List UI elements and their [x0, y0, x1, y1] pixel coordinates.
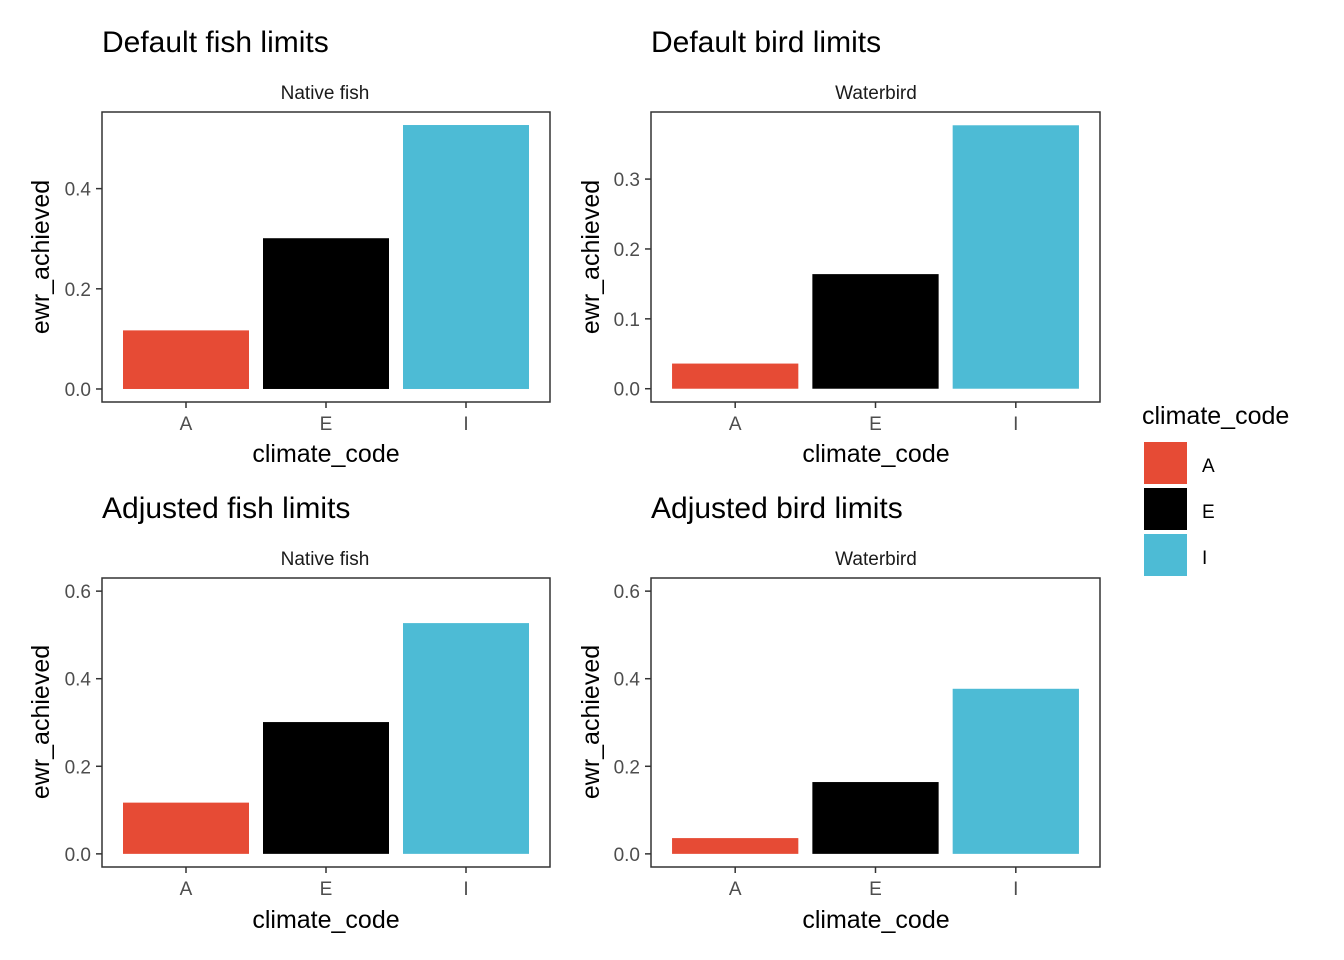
x-tick-label: I: [463, 879, 468, 900]
y-tick-label: 0.0: [65, 380, 91, 401]
panel-default-bird: Default bird limits Waterbird 0.00.10.20…: [577, 26, 1101, 468]
y-axis-label: ewr_achieved: [27, 645, 55, 799]
x-tick-label: A: [729, 414, 742, 435]
facet-strip-label: Native fish: [281, 83, 370, 104]
bar-i: [952, 125, 1079, 389]
panel-default-fish: Default fish limits Native fish 0.00.20.…: [27, 26, 551, 468]
y-tick-label: 0.2: [65, 280, 91, 301]
facet-strip-label: Native fish: [281, 549, 370, 570]
x-tick-label: E: [869, 414, 882, 435]
y-tick-label: 0.1: [614, 310, 640, 331]
panel-title: Adjusted bird limits: [651, 492, 903, 525]
plot-area: 0.0 0.2 0.4 A E I: [65, 111, 551, 435]
y-axis-label: ewr_achieved: [577, 645, 605, 799]
x-tick-label: I: [1013, 879, 1018, 900]
y-tick-label: 0.6: [614, 582, 640, 603]
panel-title: Adjusted fish limits: [102, 492, 350, 525]
legend-label-i: I: [1202, 548, 1207, 569]
x-tick-label: E: [320, 879, 333, 900]
panel-adjusted-fish: Adjusted fish limits Native fish 0.00.20…: [27, 492, 551, 934]
legend-title: climate_code: [1142, 402, 1289, 430]
facet-strip-label: Waterbird: [835, 549, 917, 570]
bar-a: [672, 838, 799, 854]
x-axis-label: climate_code: [252, 906, 399, 934]
plot-area: 0.0 0.2 0.4 0.6 A E I: [65, 577, 551, 900]
plot-area: 0.0 0.1 0.2 0.3 A E I: [614, 111, 1101, 435]
x-tick-label: E: [320, 414, 333, 435]
x-tick-label: E: [869, 879, 882, 900]
panel-title: Default bird limits: [651, 26, 881, 59]
y-tick-label: 0.3: [614, 170, 640, 191]
panel-adjusted-bird: Adjusted bird limits Waterbird 0.0 0.2 0.4…: [577, 492, 1101, 934]
facet-strip-label: Waterbird: [835, 83, 917, 104]
y-tick-label: 0.2: [65, 757, 91, 778]
bar-i: [952, 688, 1079, 854]
x-tick-label: I: [1013, 414, 1018, 435]
legend-key-a: [1144, 442, 1187, 484]
x-tick-label: A: [729, 879, 742, 900]
y-tick-label: 0.0: [65, 845, 91, 866]
legend-key-e: [1144, 488, 1187, 530]
y-tick-label: 0.6: [65, 582, 91, 603]
bar-a: [123, 330, 249, 389]
x-tick-label: A: [180, 879, 193, 900]
bar-i: [403, 623, 529, 854]
x-tick-label: A: [180, 414, 193, 435]
bar-i: [403, 125, 529, 389]
y-tick-label: 0.4: [614, 670, 641, 691]
plot-area: 0.0 0.2 0.4 0.6 A E I: [614, 577, 1101, 900]
bar-e: [263, 238, 389, 389]
bar-a: [123, 802, 249, 854]
y-tick-label: 0.4: [65, 180, 92, 201]
y-tick-label: 0.0: [614, 845, 640, 866]
y-tick-label: 0.2: [614, 757, 640, 778]
legend-label-e: E: [1202, 502, 1215, 523]
x-tick-label: I: [463, 414, 468, 435]
y-axis-label: ewr_achieved: [577, 180, 605, 334]
legend-key-i: [1144, 534, 1187, 576]
y-tick-label: 0.0: [614, 380, 640, 401]
y-tick-label: 0.2: [614, 240, 640, 261]
legend-label-a: A: [1202, 456, 1215, 477]
bar-e: [812, 274, 939, 389]
x-axis-label: climate_code: [802, 440, 949, 468]
panel-title: Default fish limits: [102, 26, 329, 59]
y-axis-label: ewr_achieved: [27, 180, 55, 334]
y-tick-label: 0.4: [65, 670, 92, 691]
bar-e: [812, 782, 939, 854]
bar-a: [672, 363, 799, 389]
legend: climate_code A E I: [1142, 402, 1289, 576]
x-axis-label: climate_code: [252, 440, 399, 468]
bar-e: [263, 722, 389, 854]
x-axis-label: climate_code: [802, 906, 949, 934]
